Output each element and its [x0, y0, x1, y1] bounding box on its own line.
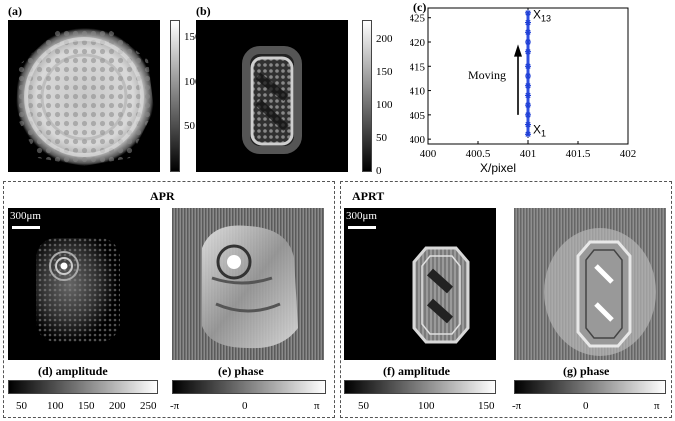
trajectory-point [525, 73, 531, 79]
scale-text-aprt: 300μm [346, 210, 377, 222]
aprt-phase-colorbar [514, 380, 666, 394]
colorbar-tick: 100 [418, 400, 435, 412]
colorbar-tick: -π [170, 400, 180, 412]
apr-box [3, 181, 335, 418]
scale-bar-apr [12, 226, 40, 229]
colorbar-a [170, 20, 180, 172]
colorbar-tick: 50 [358, 400, 369, 412]
y-tick-label: 420 [410, 37, 426, 49]
apr-phase-colorbar [172, 380, 326, 394]
x-tick-label: 401 [520, 148, 537, 160]
colorbar-b-tick: 150 [376, 65, 393, 78]
colorbar-b-tick: 200 [376, 32, 393, 45]
apr-amplitude-label: (d) amplitude [38, 364, 108, 378]
moving-arrow-head [514, 44, 522, 57]
aprt-title: APRT [352, 189, 385, 203]
x-tick-label: 402 [620, 148, 637, 160]
y-tick-label: 425 [410, 13, 426, 25]
x-tick-label: 400 [420, 148, 437, 160]
y-tick-label: 415 [410, 61, 426, 73]
trajectory-point [525, 82, 531, 89]
colorbar-b-tick: 100 [376, 98, 393, 111]
colorbar-b-tick: 0 [376, 165, 382, 177]
scale-text-apr: 300μm [10, 210, 41, 222]
x-axis-label: X/pixel [480, 161, 516, 175]
trajectory-point [525, 121, 531, 128]
trajectory-point [525, 48, 531, 55]
trajectory-point [525, 39, 531, 45]
start-label-x1: X1 [533, 122, 546, 138]
intensity-image-b [196, 20, 348, 172]
apr-phase-image [172, 208, 324, 360]
colorbar-tick: π [654, 400, 660, 412]
colorbar-tick: 150 [478, 400, 495, 412]
y-tick-label: 410 [410, 86, 426, 98]
apr-phase-label: (e) phase [218, 364, 264, 378]
trajectory-point [525, 102, 531, 109]
trajectory-point [525, 19, 531, 26]
trajectory-point [525, 111, 531, 118]
trajectory-point [525, 9, 531, 16]
y-tick-label: 400 [410, 134, 426, 146]
x-tick-label: 401.5 [566, 148, 591, 160]
aprt-amplitude-label: (f) amplitude [383, 364, 450, 378]
aprt-amplitude-image [344, 208, 496, 360]
colorbar-b-tick: 50 [376, 131, 387, 144]
x-tick-label: 400.5 [466, 148, 491, 160]
panel-label-c: (c) [413, 0, 427, 14]
moving-label: Moving [468, 68, 506, 82]
colorbar-b [362, 20, 372, 172]
aprt-box [340, 181, 672, 418]
colorbar-tick: 250 [140, 400, 157, 412]
trajectory-point [525, 131, 531, 138]
trajectory-scatter-plot: 400400.5401401.5402425420415410405400Y/p… [410, 7, 637, 175]
end-label-x13: X13 [533, 8, 551, 24]
y-tick-label: 405 [410, 110, 426, 122]
colorbar-tick: 150 [78, 400, 95, 412]
aprt-phase-label: (g) phase [563, 364, 610, 378]
panel-label-a: (a) [8, 4, 22, 18]
apr-amplitude-image [8, 208, 160, 360]
apr-amplitude-colorbar [8, 380, 158, 394]
trajectory-point [525, 63, 531, 70]
aprt-amplitude-colorbar [344, 380, 496, 394]
trajectory-point [525, 29, 531, 36]
aprt-phase-image [514, 208, 666, 360]
panel-label-b: (b) [196, 4, 211, 18]
colorbar-tick: π [314, 400, 320, 412]
colorbar-tick: 0 [583, 400, 589, 412]
trajectory-point [525, 92, 531, 99]
scale-bar-aprt [348, 226, 376, 229]
colorbar-a-tick: 50 [184, 120, 195, 133]
apr-title: APR [150, 189, 175, 203]
colorbar-tick: 50 [16, 400, 27, 412]
intensity-image-a [8, 20, 160, 172]
colorbar-tick: 0 [242, 400, 248, 412]
colorbar-tick: 100 [47, 400, 64, 412]
colorbar-tick: 200 [109, 400, 126, 412]
colorbar-tick: -π [512, 400, 522, 412]
